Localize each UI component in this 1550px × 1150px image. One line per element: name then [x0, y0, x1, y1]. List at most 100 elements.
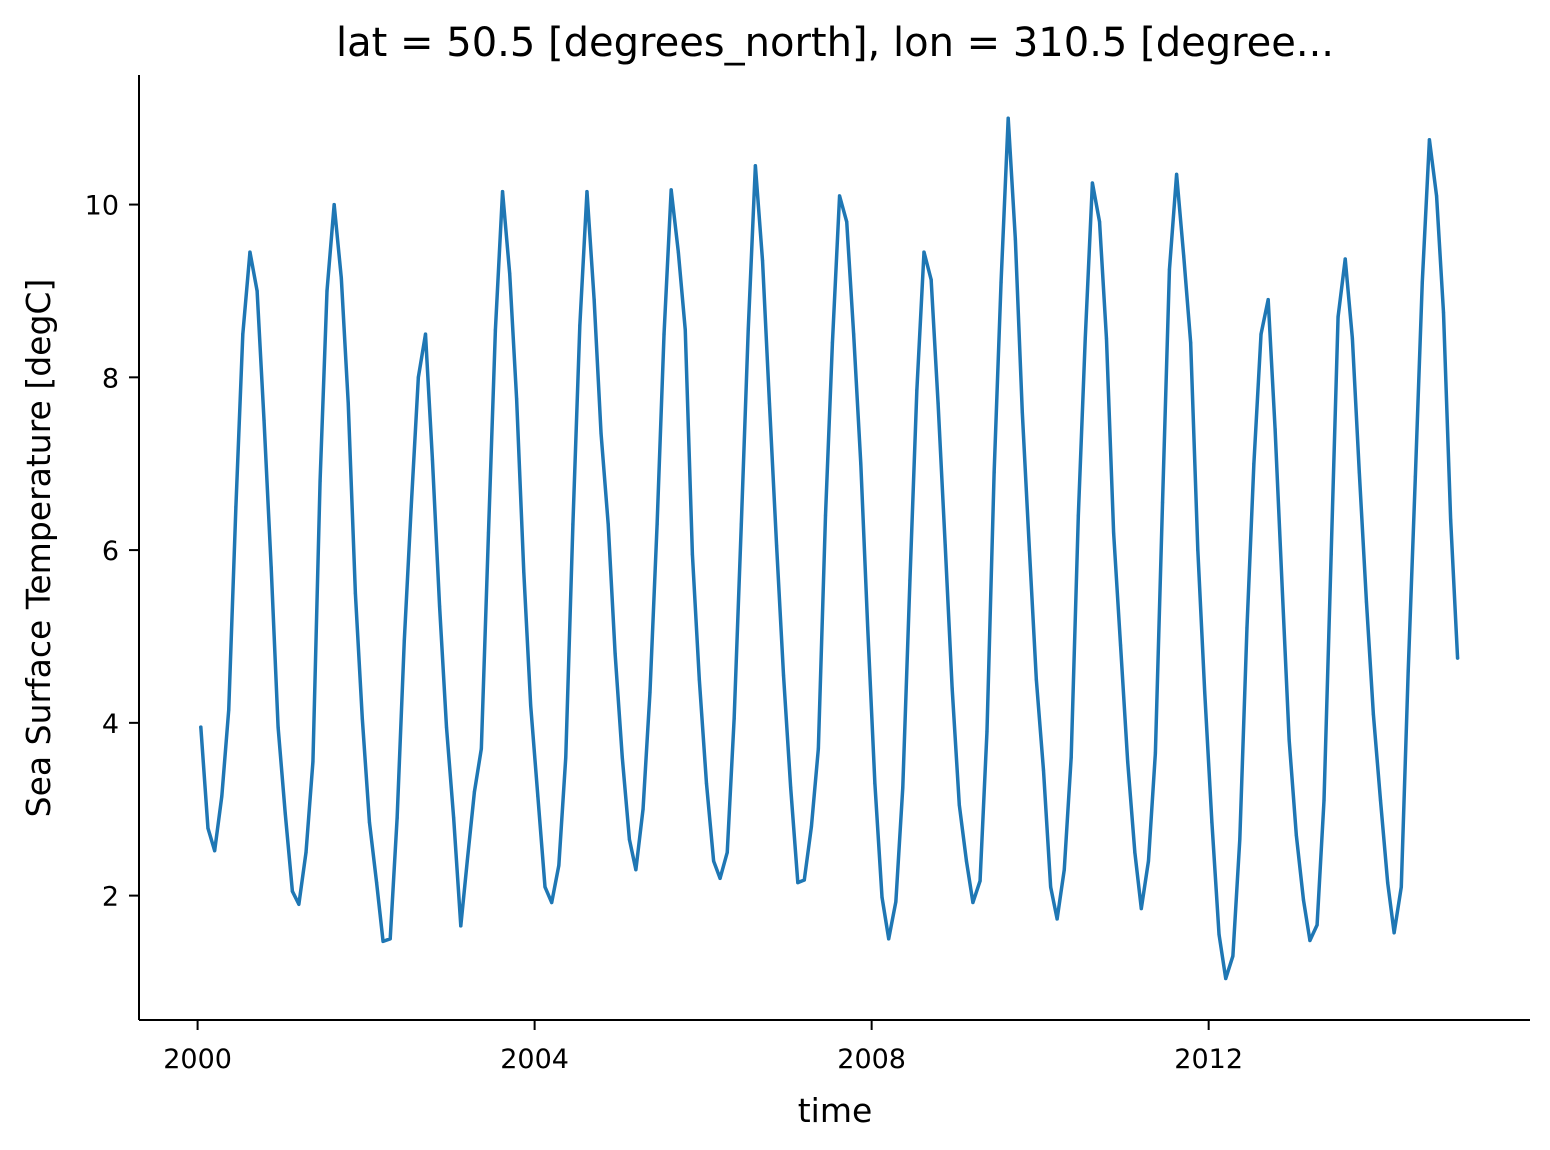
data-point-141 [1189, 341, 1193, 345]
data-point-170 [1392, 931, 1396, 935]
data-point-144 [1210, 820, 1214, 824]
data-point-106 [943, 544, 947, 548]
data-point-89 [823, 513, 828, 518]
data-point-68 [676, 250, 680, 254]
data-point-178 [1449, 518, 1453, 522]
data-point-110 [971, 900, 975, 905]
data-point-126 [1083, 336, 1087, 341]
data-point-135 [1146, 859, 1151, 863]
data-point-173 [1413, 475, 1417, 479]
data-point-22 [353, 591, 357, 595]
data-point-156 [1294, 833, 1298, 837]
data-point-125 [1076, 513, 1080, 518]
x-axis-label: time [798, 1091, 873, 1130]
data-point-34 [437, 604, 442, 608]
data-point-6 [241, 332, 245, 336]
data-point-64 [648, 691, 652, 695]
data-point-13 [290, 889, 294, 893]
data-point-108 [957, 803, 961, 807]
data-point-112 [985, 729, 989, 734]
data-point-18 [325, 289, 329, 293]
data-point-157 [1301, 898, 1306, 902]
data-point-79 [753, 164, 757, 168]
data-point-62 [634, 868, 638, 872]
data-point-14 [297, 902, 301, 906]
data-point-50 [550, 900, 554, 905]
data-point-115 [1006, 116, 1010, 120]
data-point-56 [592, 297, 596, 302]
data-point-171 [1399, 885, 1403, 889]
data-point-44 [508, 272, 512, 276]
data-point-87 [809, 824, 814, 829]
data-point-35 [444, 725, 449, 729]
data-point-92 [845, 220, 849, 224]
data-point-161 [1329, 552, 1333, 557]
data-point-84 [789, 786, 793, 790]
data-point-95 [866, 626, 870, 630]
data-point-70 [690, 552, 695, 557]
data-point-49 [543, 885, 547, 889]
data-point-102 [915, 388, 919, 392]
data-point-121 [1049, 885, 1053, 889]
data-point-1 [206, 826, 210, 830]
data-point-46 [522, 570, 526, 574]
data-point-31 [416, 375, 420, 379]
y-tick-label-0: 2 [102, 882, 119, 913]
y-tick-label-1: 4 [102, 709, 119, 740]
data-point-90 [830, 341, 835, 345]
data-point-114 [999, 280, 1003, 284]
data-point-109 [964, 859, 969, 863]
data-point-16 [311, 760, 315, 764]
data-point-20 [339, 276, 343, 280]
data-point-149 [1245, 626, 1249, 630]
data-point-63 [641, 807, 645, 811]
data-point-74 [718, 876, 722, 880]
data-point-140 [1182, 254, 1186, 258]
x-tick-label-2: 2008 [837, 1044, 906, 1075]
data-point-33 [430, 457, 435, 461]
data-point-52 [564, 755, 568, 760]
data-point-152 [1266, 297, 1270, 302]
data-point-136 [1153, 751, 1157, 755]
data-point-120 [1041, 768, 1046, 772]
data-point-117 [1020, 410, 1024, 414]
data-point-2 [213, 849, 217, 853]
data-point-158 [1308, 938, 1312, 943]
data-point-122 [1055, 917, 1059, 921]
data-point-101 [908, 578, 912, 582]
data-point-104 [929, 278, 933, 282]
data-point-43 [500, 190, 505, 194]
data-point-128 [1097, 220, 1102, 224]
data-point-172 [1406, 669, 1410, 673]
data-point-147 [1231, 954, 1235, 958]
data-point-4 [227, 708, 231, 712]
data-point-143 [1203, 691, 1207, 695]
data-point-99 [894, 900, 898, 904]
data-point-88 [816, 747, 820, 751]
data-point-83 [781, 673, 786, 677]
data-point-132 [1126, 760, 1130, 764]
data-point-32 [423, 332, 428, 336]
series-line-sst [199, 116, 1460, 981]
x-axis-ticks: 2000 2004 2008 2012 [163, 1020, 1243, 1075]
data-point-154 [1280, 587, 1284, 591]
data-point-162 [1336, 315, 1340, 319]
data-point-48 [536, 794, 540, 798]
data-point-137 [1160, 500, 1165, 505]
x-tick-label-3: 2012 [1174, 1044, 1243, 1075]
data-point-54 [578, 323, 582, 328]
data-point-118 [1027, 548, 1032, 552]
y-axis-ticks: 2 4 6 8 10 [85, 191, 139, 913]
data-point-111 [978, 879, 982, 883]
data-point-151 [1259, 332, 1263, 336]
data-point-175 [1427, 138, 1432, 142]
y-tick-label-4: 10 [85, 191, 119, 222]
data-point-142 [1196, 548, 1200, 552]
series-points [199, 116, 1460, 981]
data-point-45 [515, 397, 519, 401]
data-point-60 [620, 755, 624, 760]
data-point-58 [606, 522, 610, 526]
data-point-177 [1441, 310, 1446, 315]
data-point-9 [262, 418, 266, 423]
data-point-23 [360, 716, 364, 721]
